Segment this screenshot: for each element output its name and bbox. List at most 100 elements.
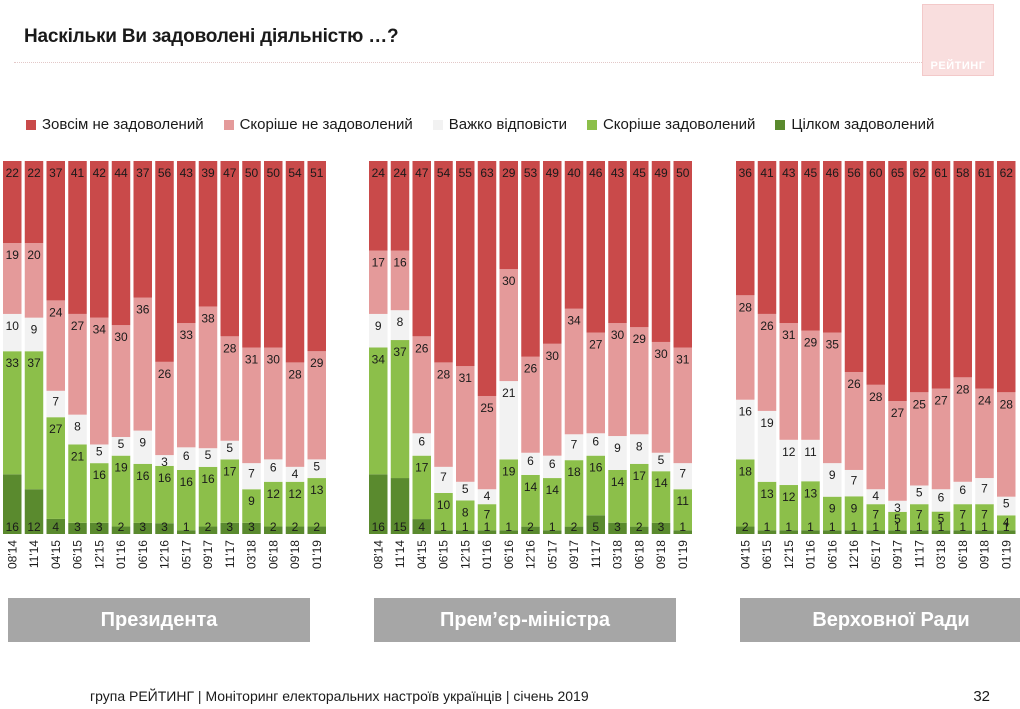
data-label: 25	[480, 401, 494, 415]
data-label: 31	[782, 328, 796, 342]
legend-label: Цілком задоволений	[791, 116, 935, 133]
data-label: 62	[913, 166, 927, 180]
category-tick-label: 03'18	[245, 540, 259, 569]
legend-swatch-hard-to-say	[432, 119, 443, 130]
bar-segment-rather-satisfied	[133, 463, 152, 523]
bar-segment-rather-dissatisfied	[198, 306, 218, 449]
data-label: 16	[201, 472, 215, 486]
bar-segment-fully-satisfied	[369, 474, 388, 534]
data-label: 61	[934, 166, 948, 180]
bar-segment-fully-satisfied	[434, 530, 453, 534]
bar-segment-fully-satisfied	[90, 522, 109, 534]
data-label: 3	[139, 520, 146, 534]
bar-segment-rather-dissatisfied	[801, 330, 820, 440]
data-label: 30	[654, 347, 668, 361]
bar-segment-rather-dissatisfied	[953, 377, 972, 482]
bar-segment-fully-satisfied	[866, 530, 885, 534]
data-label: 45	[633, 166, 647, 180]
bar-segment-fully-satisfied	[412, 519, 431, 534]
bar-segment-very-dissatisfied	[564, 161, 584, 309]
bar-segment-rather-satisfied	[866, 504, 885, 531]
bar-segment-rather-dissatisfied	[369, 250, 388, 314]
bar-segment-rather-satisfied	[155, 465, 174, 524]
data-label: 16	[739, 405, 753, 419]
data-label: 33	[180, 328, 194, 342]
category-tick-label: 12'15	[92, 540, 106, 569]
data-label: 26	[847, 377, 861, 391]
data-label: 7	[981, 508, 988, 522]
bar-segment-rather-satisfied	[477, 504, 497, 531]
data-label: 43	[180, 166, 194, 180]
bar-segment-hard-to-say	[285, 466, 305, 482]
data-label: 25	[913, 397, 927, 411]
bar-segment-fully-satisfied	[220, 522, 239, 534]
bar-segment-fully-satisfied	[736, 526, 755, 534]
data-label: 1	[807, 520, 814, 534]
bar-segment-fully-satisfied	[975, 530, 994, 534]
data-label: 29	[804, 336, 818, 350]
bar-segment-rather-satisfied	[307, 478, 326, 527]
category-tick-label: 09'17	[201, 540, 215, 569]
bar-segment-rather-dissatisfied	[434, 362, 453, 467]
data-label: 9	[31, 323, 38, 337]
bar-segment-hard-to-say	[90, 444, 109, 464]
category-tick-label: 04'15	[738, 540, 752, 569]
data-label: 5	[226, 441, 233, 455]
bar-segment-rather-dissatisfied	[390, 250, 410, 311]
category-tick-label: 11'17	[589, 540, 603, 568]
bar-segment-very-dissatisfied	[369, 161, 388, 251]
bar-segment-rather-dissatisfied	[155, 361, 174, 456]
bar-segment-very-dissatisfied	[586, 161, 605, 333]
data-label: 16	[589, 461, 603, 475]
data-label: 5	[916, 486, 923, 500]
bar-segment-hard-to-say	[155, 455, 174, 466]
data-label: 40	[567, 166, 581, 180]
data-label: 37	[49, 166, 63, 180]
data-label: 5	[658, 453, 665, 467]
data-label: 33	[6, 356, 20, 370]
bar-segment-very-dissatisfied	[177, 161, 196, 324]
data-label: 26	[415, 341, 429, 355]
bar-segment-rather-dissatisfied	[68, 313, 87, 415]
bar-segment-fully-satisfied	[499, 530, 518, 534]
bar-segment-hard-to-say	[931, 489, 951, 512]
bar-segment-hard-to-say	[477, 489, 497, 505]
data-label: 49	[546, 166, 560, 180]
data-label: 29	[310, 356, 324, 370]
data-label: 6	[183, 449, 190, 463]
data-label: 3	[161, 455, 168, 469]
data-label: 34	[372, 353, 386, 367]
bar-segment-rather-dissatisfied	[910, 392, 929, 486]
bar-segment-fully-satisfied	[133, 522, 152, 534]
panel-label-president: Президента	[8, 598, 310, 642]
bar-segment-rather-dissatisfied	[285, 362, 305, 467]
page-number: 32	[973, 688, 990, 705]
bar-segment-very-dissatisfied	[285, 161, 305, 363]
data-label: 6	[418, 435, 425, 449]
category-tick-label: 11'17	[223, 540, 237, 568]
data-label: 6	[549, 457, 556, 471]
data-label: 27	[71, 319, 85, 333]
bar-segment-fully-satisfied	[673, 530, 692, 534]
category-tick-label: 09'17	[567, 540, 581, 569]
data-label: 14	[654, 476, 668, 490]
category-tick-label: 05'17	[869, 540, 883, 569]
bar-segment-fully-satisfied	[285, 526, 305, 534]
data-label: 54	[437, 166, 451, 180]
bar-segment-rather-satisfied	[543, 478, 562, 531]
data-label: 21	[502, 386, 516, 400]
bar-segment-hard-to-say	[910, 485, 929, 505]
category-tick-label: 06'16	[136, 540, 150, 569]
data-label: 3	[614, 520, 621, 534]
logo-text: РЕЙТИНГ	[930, 60, 986, 72]
data-label: 31	[459, 371, 473, 385]
category-tick-label: 01'19	[676, 540, 690, 569]
bar-segment-fully-satisfied	[307, 526, 326, 534]
data-label: 8	[397, 315, 404, 329]
category-tick-label: 08'14	[371, 540, 385, 569]
data-label: 45	[804, 166, 818, 180]
data-label: 1	[851, 520, 858, 534]
data-label: 18	[739, 464, 753, 478]
bar-segment-rather-dissatisfied	[823, 332, 842, 464]
data-label: 30	[611, 328, 625, 342]
